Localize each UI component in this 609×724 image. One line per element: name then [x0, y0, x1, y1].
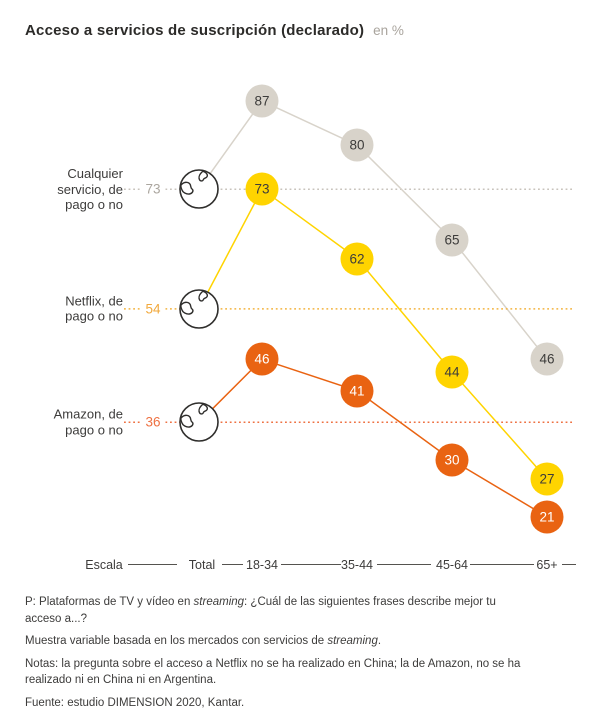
axis-line-segment-4 [470, 564, 534, 565]
axis-label-18-34: 18-34 [246, 558, 278, 572]
series-line-netflix [198, 188, 548, 480]
axis-line-segment-1 [222, 564, 243, 565]
axis-label-35-44: 35-44 [341, 558, 373, 572]
data-point-netflix-18-34: 73 [245, 172, 279, 206]
data-point-amazon-35-44: 41 [340, 374, 374, 408]
data-point-amazon-45-64: 30 [435, 443, 469, 477]
footnote-3: Fuente: estudio DIMENSION 2020, Kantar. [25, 696, 245, 709]
footnote-0: P: Plataformas de TV y vídeo en streamin… [25, 596, 496, 625]
data-point-cualquier-servicio-45-64: 65 [435, 223, 469, 257]
data-point-cualquier-servicio-65+: 46 [530, 342, 564, 376]
axis-line-segment-2 [281, 564, 341, 565]
data-point-amazon-18-34: 46 [245, 342, 279, 376]
data-point-cualquier-servicio-18-34: 87 [245, 84, 279, 118]
data-point-netflix-65+: 27 [530, 462, 564, 496]
data-point-amazon-65+: 21 [530, 500, 564, 534]
footnotes: P: Plataformas de TV y vídeo en streamin… [25, 594, 575, 717]
axis-label-65+: 65+ [536, 558, 558, 572]
footnote-2: Notas: la pregunta sobre el acceso a Net… [25, 657, 521, 687]
page-title: Acceso a servicios de suscripción (decla… [25, 22, 365, 39]
series-total-value-amazon: 36 [140, 413, 166, 431]
series-label-netflix: Netflix, de pago o no [65, 293, 123, 324]
series-label-amazon: Amazon, de pago o no [53, 406, 123, 438]
axis-label-Total: Total [188, 558, 216, 572]
axis-label-45-64: 45-64 [436, 558, 468, 572]
data-point-netflix-45-64: 44 [435, 355, 469, 389]
globe-icon-netflix [179, 288, 220, 329]
data-point-cualquier-servicio-35-44: 80 [340, 128, 374, 162]
axis-line-segment-0 [128, 564, 177, 565]
axis-line-segment-3 [377, 564, 431, 565]
series-total-value-cualquier-servicio: 73 [140, 180, 166, 198]
series-total-value-netflix: 54 [140, 300, 166, 318]
unit-label: en % [373, 23, 404, 38]
globe-icon-amazon [179, 402, 220, 443]
globe-icon-cualquier-servicio [179, 169, 220, 210]
series-line-amazon [198, 358, 548, 518]
title-row: Acceso a servicios de suscripción (decla… [25, 22, 404, 40]
axis-line-segment-5 [562, 564, 576, 565]
axis-scale-label: Escala [85, 558, 123, 572]
series-line-cualquier-servicio [198, 100, 548, 360]
series-label-cualquier-servicio: Cualquier servicio, de pago o no [57, 165, 123, 212]
data-point-netflix-35-44: 62 [340, 242, 374, 275]
footnote-1: Muestra variable basada en los mercados … [25, 635, 382, 647]
